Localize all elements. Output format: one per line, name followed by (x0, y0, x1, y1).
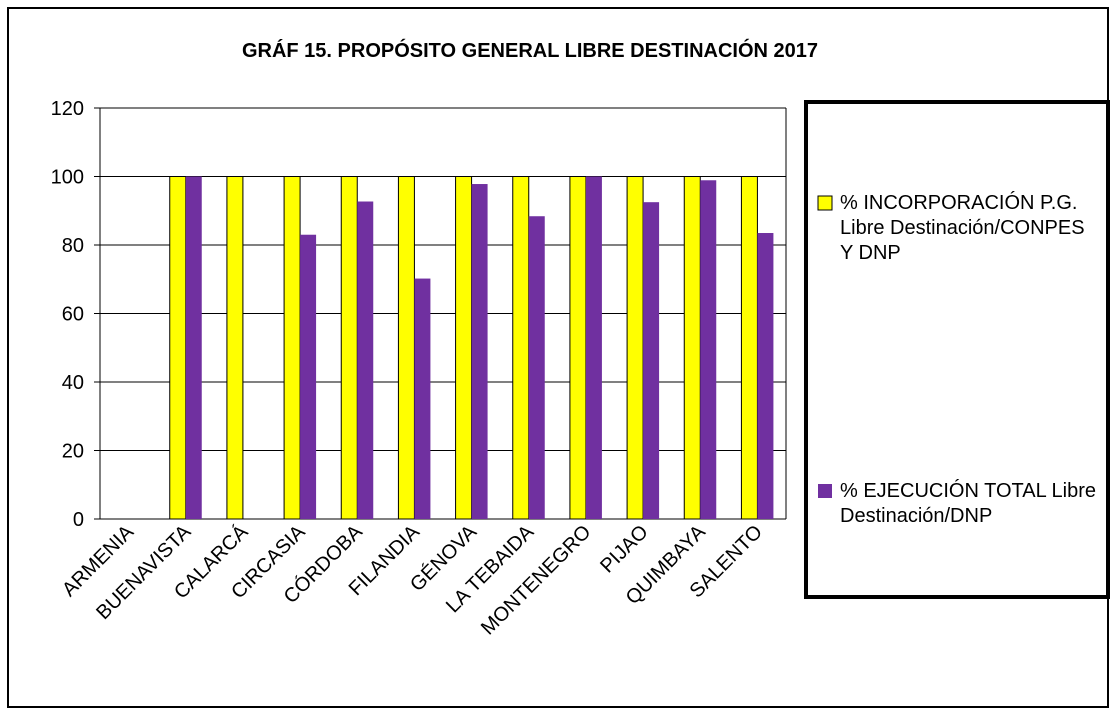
bar (585, 176, 602, 519)
bar (643, 202, 660, 519)
bar (226, 176, 244, 520)
y-tick-label: 20 (62, 441, 84, 463)
bar (300, 234, 317, 519)
bar (626, 176, 644, 520)
bar (700, 180, 717, 519)
bar (283, 176, 301, 520)
y-tick-label: 100 (51, 167, 84, 189)
bar (757, 233, 774, 519)
bar (185, 176, 202, 519)
legend-swatch (817, 195, 833, 211)
x-tick-label: MONTENEGRO (477, 521, 595, 639)
x-tick-label: PIJAO (596, 521, 652, 577)
bar (357, 201, 374, 519)
legend-entry: % EJECUCIÓN TOTAL Libre Destinación/DNP (840, 480, 1096, 527)
bar (471, 184, 488, 519)
legend-box (804, 100, 1110, 599)
legend-swatch (818, 484, 832, 498)
y-tick-label: 0 (73, 509, 84, 531)
y-tick-label: 60 (62, 304, 84, 326)
bar (569, 176, 587, 520)
bar (414, 278, 431, 519)
bar (397, 176, 415, 520)
bar (683, 176, 701, 520)
bar (528, 216, 545, 520)
chart-title: GRÁF 15. PROPÓSITO GENERAL LIBRE DESTINA… (242, 38, 818, 62)
y-tick-label: 80 (62, 235, 84, 257)
bar (340, 176, 358, 520)
bar (740, 176, 758, 520)
legend-entry: % INCORPORACIÓN P.G. Libre Destinación/C… (840, 192, 1085, 264)
bar (512, 176, 530, 520)
bar (169, 176, 187, 520)
y-tick-label: 40 (62, 372, 84, 394)
y-tick-label: 120 (51, 98, 84, 120)
bar (455, 176, 473, 520)
